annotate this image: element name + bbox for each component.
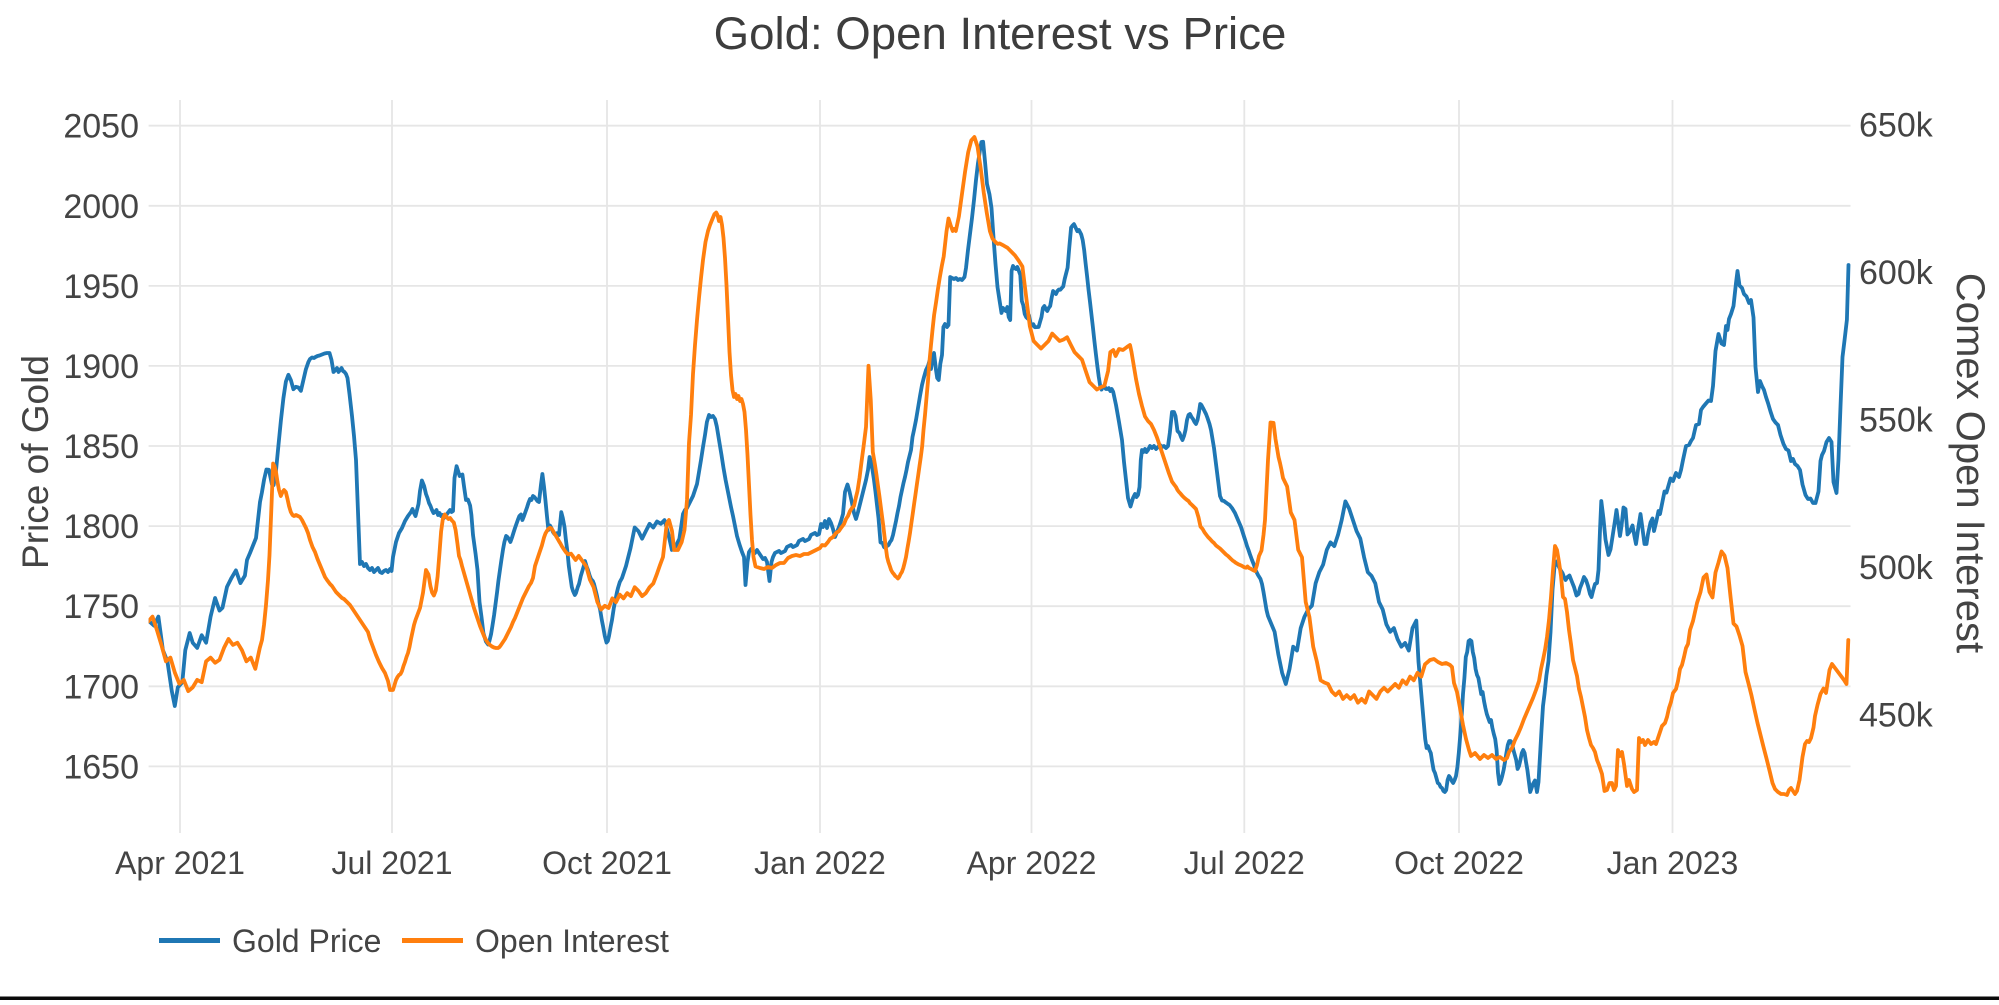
svg-text:2000: 2000 <box>63 188 139 226</box>
svg-text:Gold Price: Gold Price <box>232 923 381 959</box>
svg-text:1750: 1750 <box>63 588 139 626</box>
svg-text:Open Interest: Open Interest <box>475 923 669 959</box>
svg-text:1900: 1900 <box>63 348 139 386</box>
svg-text:600k: 600k <box>1859 254 1934 292</box>
svg-text:Jan 2023: Jan 2023 <box>1607 845 1739 881</box>
svg-text:550k: 550k <box>1859 402 1934 440</box>
svg-text:Price of Gold: Price of Gold <box>15 355 56 569</box>
svg-text:Oct 2021: Oct 2021 <box>542 845 672 881</box>
svg-text:1700: 1700 <box>63 668 139 706</box>
svg-text:2050: 2050 <box>63 108 139 146</box>
svg-text:1850: 1850 <box>63 428 139 466</box>
svg-text:500k: 500k <box>1859 549 1934 587</box>
svg-text:1950: 1950 <box>63 268 139 306</box>
svg-text:650k: 650k <box>1859 107 1934 145</box>
svg-text:Jan 2022: Jan 2022 <box>754 845 886 881</box>
svg-text:Jul 2022: Jul 2022 <box>1184 845 1305 881</box>
svg-text:Jul 2021: Jul 2021 <box>332 845 453 881</box>
svg-text:Apr 2021: Apr 2021 <box>115 845 245 881</box>
svg-text:450k: 450k <box>1859 697 1934 735</box>
svg-text:Oct 2022: Oct 2022 <box>1394 845 1524 881</box>
svg-text:Apr 2022: Apr 2022 <box>967 845 1097 881</box>
svg-text:Gold: Open Interest vs Price: Gold: Open Interest vs Price <box>714 8 1287 59</box>
svg-text:1650: 1650 <box>63 748 139 786</box>
svg-text:Comex Open Interest: Comex Open Interest <box>1948 273 1992 653</box>
svg-text:1800: 1800 <box>63 508 139 546</box>
